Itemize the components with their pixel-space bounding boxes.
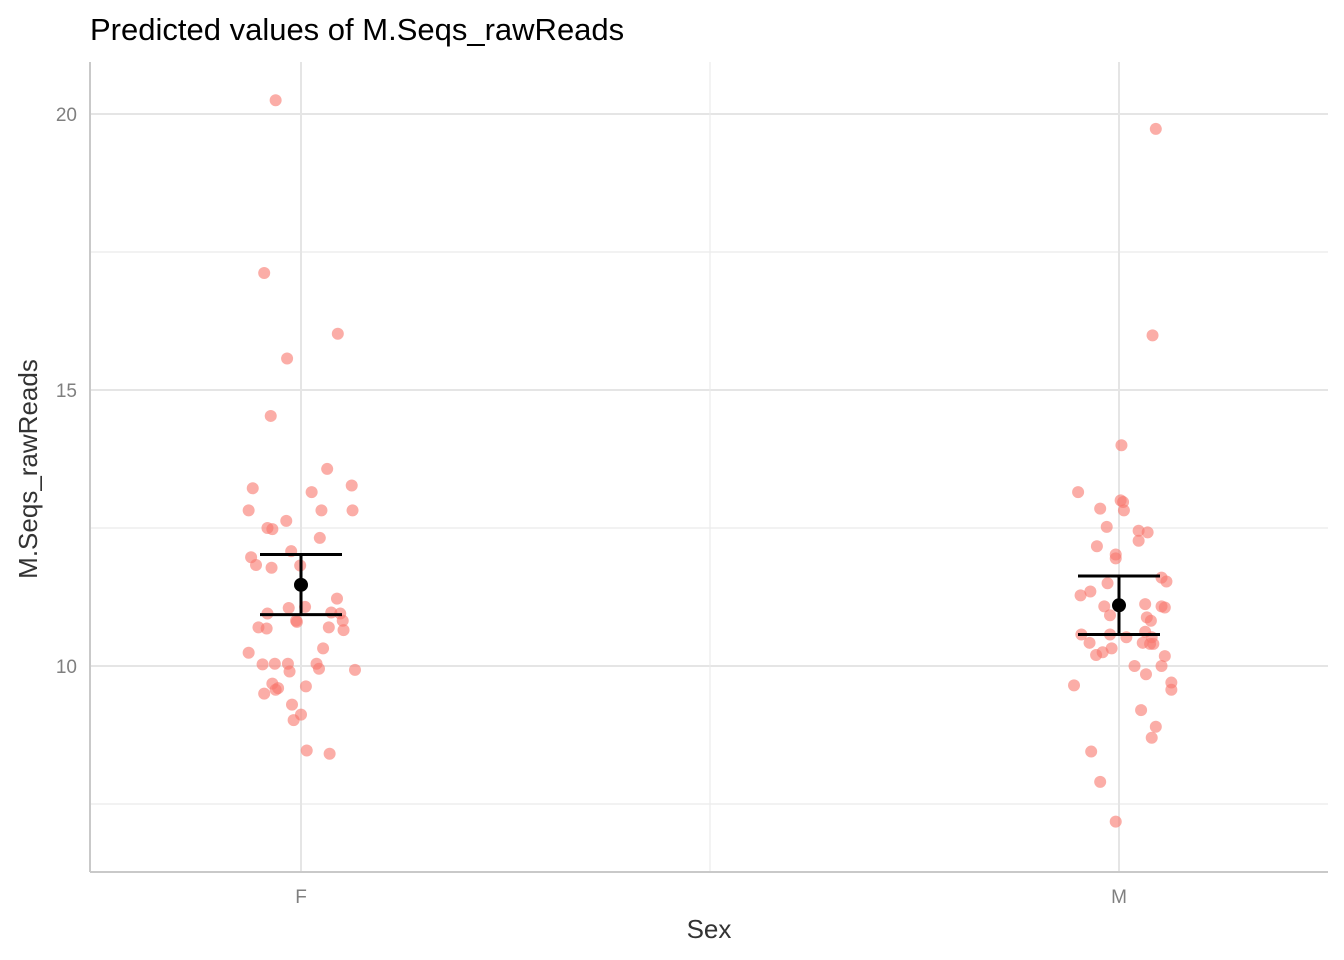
observation-point <box>1115 439 1128 452</box>
observation-point <box>1068 679 1081 692</box>
observation-point <box>1128 660 1141 672</box>
observation-point <box>281 352 294 365</box>
observation-point <box>1147 637 1160 650</box>
observation-point <box>1135 704 1148 717</box>
observation-point <box>286 698 299 711</box>
observation-point <box>256 658 269 671</box>
observation-point <box>305 486 318 499</box>
observation-point <box>1139 668 1152 681</box>
chart-title: Predicted values of M.Seqs_rawReads <box>90 12 624 47</box>
observation-point <box>258 687 271 700</box>
observation-point <box>348 663 361 676</box>
observation-point <box>264 409 277 422</box>
observation-point <box>283 665 296 678</box>
observation-point <box>1132 534 1145 547</box>
observation-point <box>312 662 325 675</box>
observation-point <box>1155 660 1168 672</box>
observation-point <box>1094 502 1107 515</box>
observation-point <box>269 94 282 107</box>
observation-point <box>1101 577 1114 590</box>
observation-point <box>1094 775 1107 788</box>
observation-point <box>265 561 278 574</box>
observation-point <box>322 621 335 634</box>
estimates-layer <box>260 552 1160 637</box>
observation-point <box>1074 589 1087 602</box>
observation-point <box>321 462 334 475</box>
observation-point <box>1104 609 1117 622</box>
observation-point <box>1165 683 1178 696</box>
observation-point <box>345 479 358 492</box>
estimate-point <box>294 577 308 592</box>
observation-point <box>317 642 330 655</box>
observation-point <box>250 558 263 571</box>
observation-point <box>337 624 350 637</box>
observation-point <box>266 523 279 536</box>
observation-point <box>287 714 300 727</box>
y-tick-label: 15 <box>56 381 77 402</box>
observation-point <box>336 614 349 627</box>
observation-point <box>260 622 273 635</box>
tick-labels: 10 15 20 F M <box>56 105 1127 908</box>
x-axis-title: Sex <box>687 914 732 944</box>
estimate-point <box>1112 598 1126 613</box>
observation-point <box>299 680 312 693</box>
observation-point <box>242 504 255 517</box>
observation-point <box>1083 636 1096 649</box>
observation-point <box>290 615 303 628</box>
observation-point <box>1141 526 1154 539</box>
observation-point <box>1090 648 1103 661</box>
observation-point <box>1109 815 1122 828</box>
y-tick-label: 10 <box>56 657 77 678</box>
x-tick-label: F <box>295 887 307 908</box>
observation-point <box>331 327 344 340</box>
observation-point <box>1146 329 1159 342</box>
observation-point <box>1117 504 1130 517</box>
observation-point <box>280 514 293 527</box>
observation-point <box>330 592 343 605</box>
observation-point <box>1132 524 1145 537</box>
observation-point <box>258 266 271 279</box>
observation-point <box>313 531 326 544</box>
observation-point <box>1145 731 1158 744</box>
observation-point <box>1105 642 1118 655</box>
observation-point <box>300 744 313 757</box>
y-tick-label: 20 <box>56 105 77 126</box>
observation-point <box>246 482 259 495</box>
observation-point <box>1149 720 1162 733</box>
observation-point <box>1084 585 1097 598</box>
observation-point <box>268 657 281 670</box>
observation-point <box>1160 575 1173 588</box>
observation-point <box>1100 520 1113 533</box>
observation-point <box>1109 552 1122 565</box>
observations-layer <box>242 94 1178 828</box>
grid-lines <box>90 62 1328 872</box>
y-axis-title: M.Seqs_rawReads <box>13 359 43 579</box>
observation-point <box>323 747 336 760</box>
x-tick-label: M <box>1111 887 1127 908</box>
observation-point <box>1158 650 1171 663</box>
observation-point <box>1149 122 1162 135</box>
observation-point <box>1098 600 1111 613</box>
axes <box>89 62 1328 873</box>
observation-point <box>1144 614 1157 627</box>
observation-point <box>1158 601 1171 614</box>
observation-point <box>1090 540 1103 553</box>
observation-point <box>315 504 328 517</box>
observation-point <box>1072 486 1085 499</box>
observation-point <box>1139 598 1152 611</box>
observation-point <box>282 602 295 615</box>
observation-point <box>346 504 359 517</box>
observation-point <box>242 646 255 659</box>
observation-point <box>269 683 282 696</box>
observation-point <box>1085 745 1098 758</box>
